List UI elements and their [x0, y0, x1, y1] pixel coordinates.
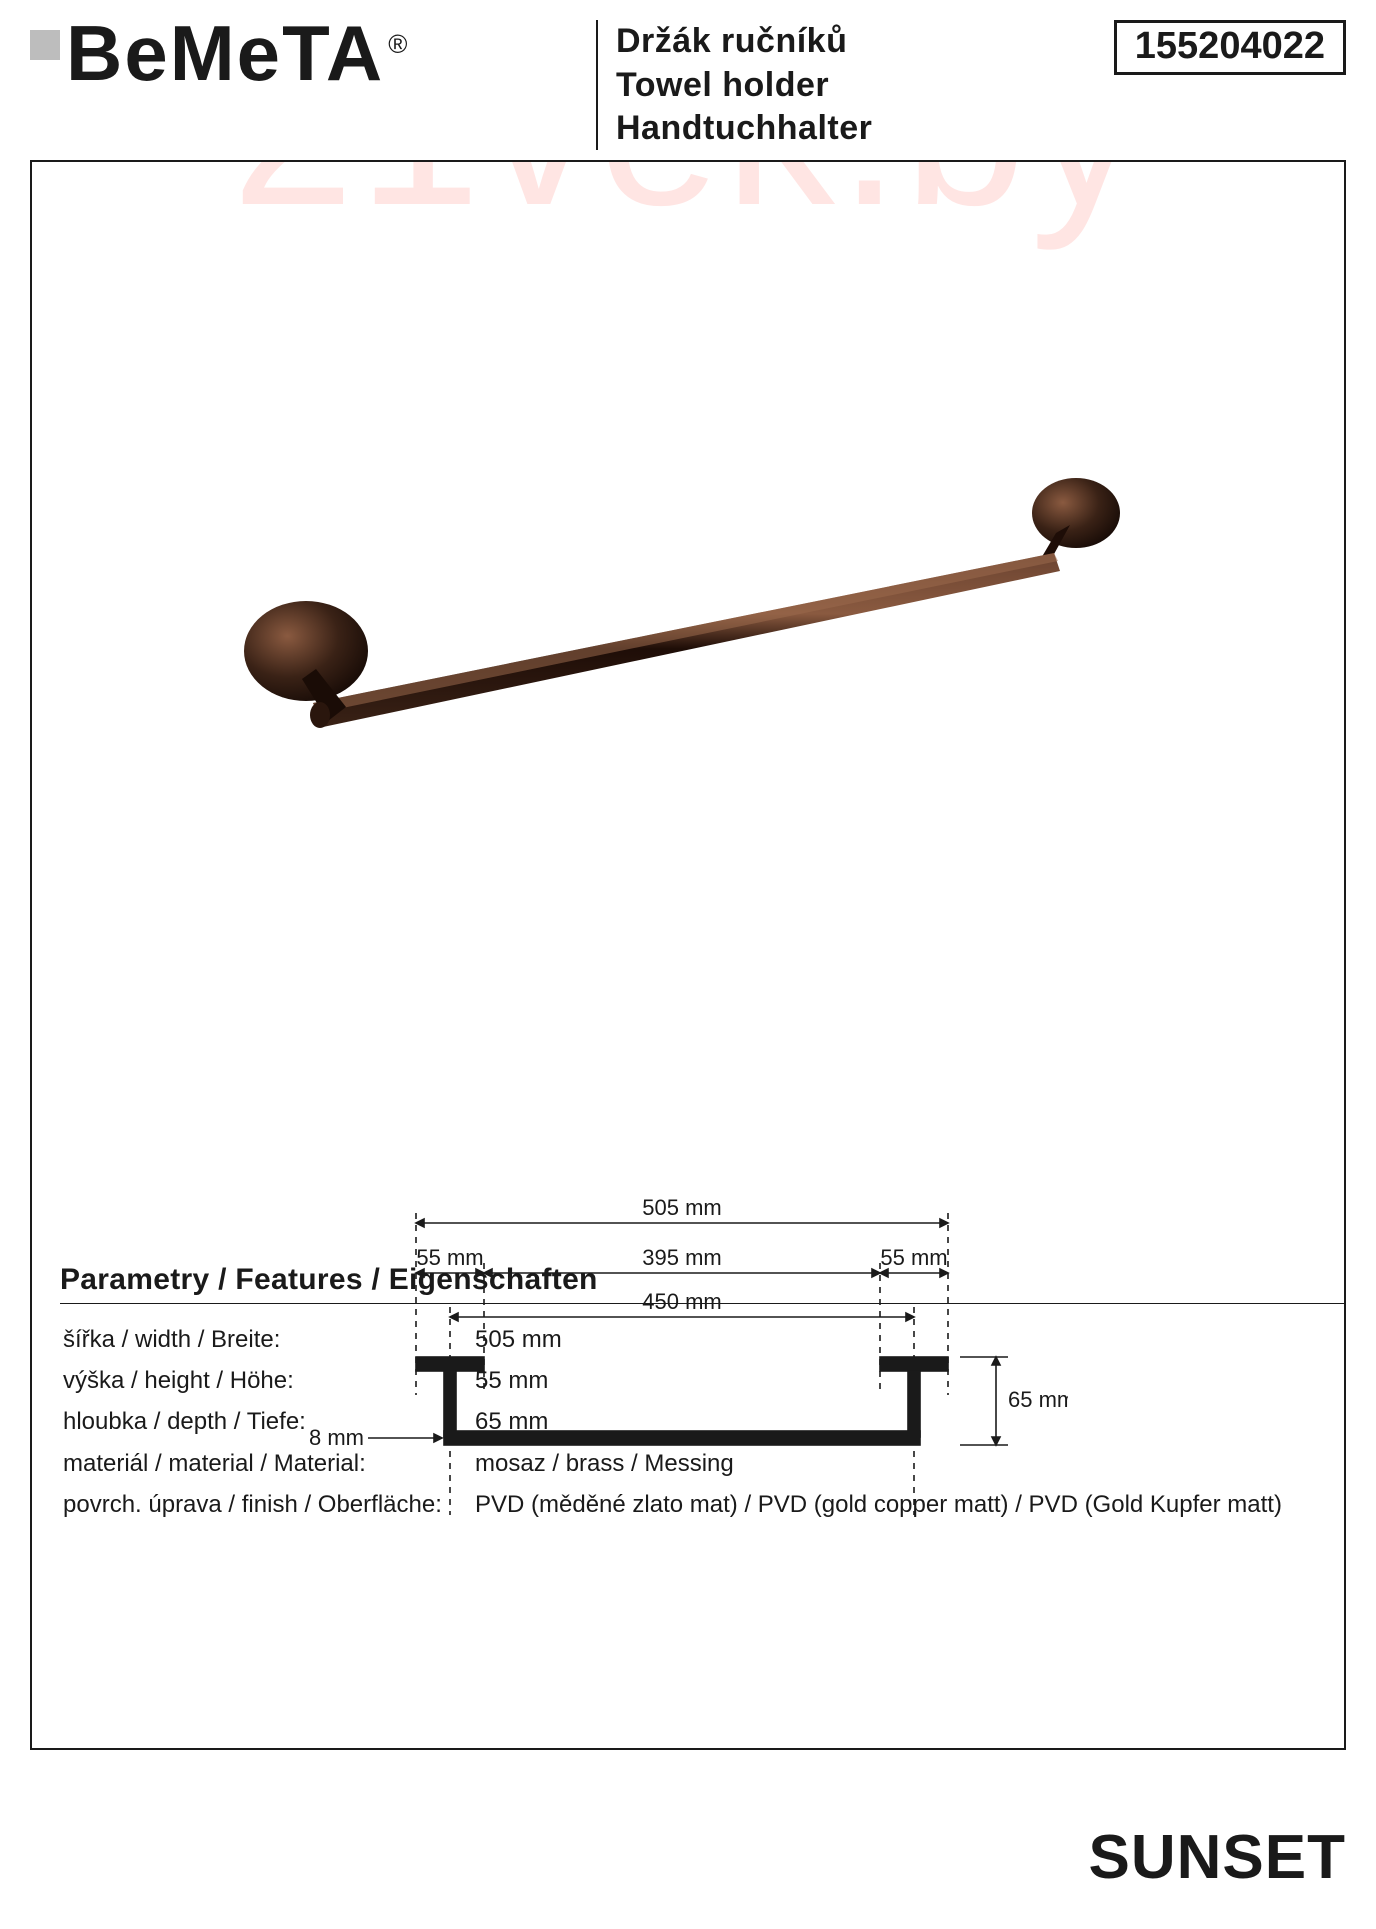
param-value: mosaz / brass / Messing [474, 1444, 1346, 1483]
title-de: Handtuchhalter [616, 107, 872, 151]
content-frame: 21vek.by [30, 160, 1346, 1750]
param-label: povrch. úprava / finish / Oberfläche: [62, 1485, 472, 1524]
parameters-table: šířka / width / Breite: 505 mm výška / h… [60, 1318, 1346, 1526]
logo-square-icon [30, 30, 60, 60]
param-label: materiál / material / Material: [62, 1444, 472, 1483]
header-separator [596, 20, 598, 150]
param-value: 505 mm [474, 1320, 1346, 1359]
table-row: šířka / width / Breite: 505 mm [62, 1320, 1346, 1359]
registered-mark: ® [388, 29, 409, 59]
param-value: PVD (měděné zlato mat) / PVD (gold coppe… [474, 1485, 1346, 1524]
header: BeMeTA® Držák ručníků Towel holder Handt… [30, 20, 1346, 130]
collection-name: SUNSET [1089, 1822, 1346, 1893]
param-label: hloubka / depth / Tiefe: [62, 1402, 472, 1441]
page: BeMeTA® Držák ručníků Towel holder Handt… [0, 0, 1376, 1929]
table-row: materiál / material / Material: mosaz / … [62, 1444, 1346, 1483]
table-row: výška / height / Höhe: 55 mm [62, 1361, 1346, 1400]
param-label: šířka / width / Breite: [62, 1320, 472, 1359]
param-label: výška / height / Höhe: [62, 1361, 472, 1400]
dim-505: 505 mm [642, 1195, 721, 1220]
table-row: hloubka / depth / Tiefe: 65 mm [62, 1402, 1346, 1441]
brand-logo: BeMeTA® [30, 20, 590, 86]
product-titles: Držák ručníků Towel holder Handtuchhalte… [616, 20, 872, 151]
product-render [228, 455, 1148, 755]
product-svg [228, 455, 1148, 755]
param-value: 55 mm [474, 1361, 1346, 1400]
title-en: Towel holder [616, 64, 872, 108]
watermark: 21vek.by [32, 160, 1344, 255]
sku-box: 155204022 [1114, 20, 1346, 75]
table-row: povrch. úprava / finish / Oberfläche: PV… [62, 1485, 1346, 1524]
parameters-rule [60, 1303, 1346, 1304]
title-cz: Držák ručníků [616, 20, 872, 64]
brand-name: BeMeTA® [66, 20, 409, 86]
param-value: 65 mm [474, 1402, 1346, 1441]
brand-name-text: BeMeTA [66, 9, 384, 97]
parameters-block: Parametry / Features / Eigenschaften šíř… [60, 1263, 1346, 1526]
parameters-heading: Parametry / Features / Eigenschaften [60, 1263, 1346, 1297]
